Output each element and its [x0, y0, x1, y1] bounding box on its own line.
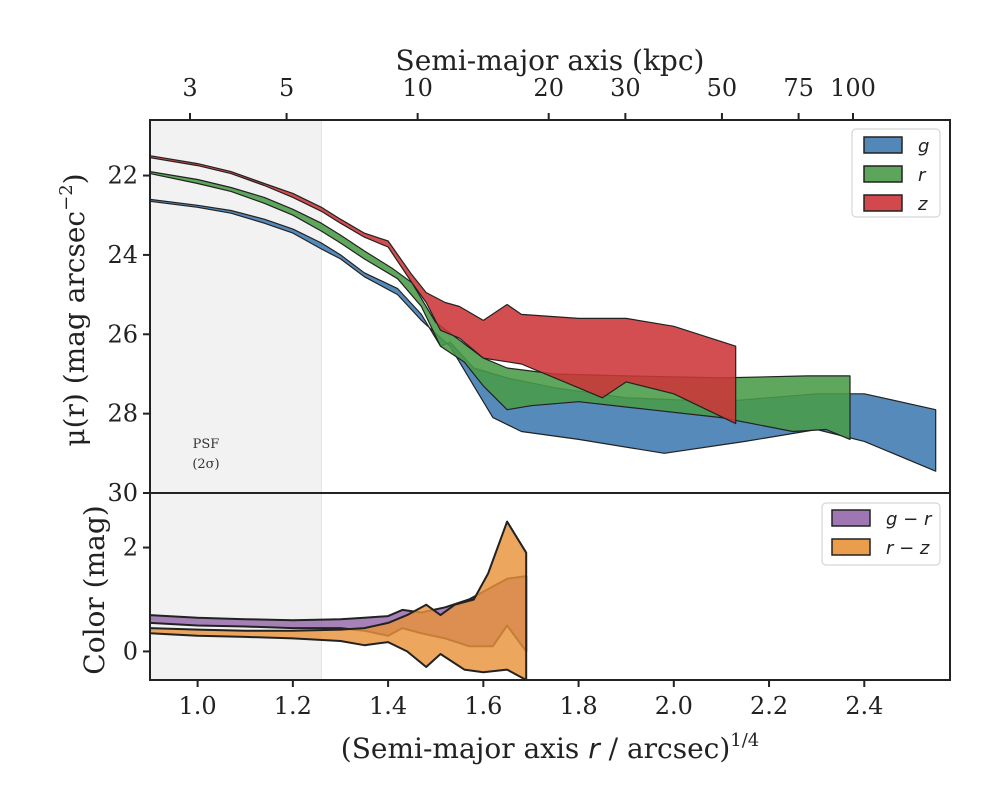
legend-label: r — [918, 165, 927, 186]
kpc-tick-label: 3 — [182, 74, 197, 102]
y-tick-label: 24 — [107, 241, 138, 269]
kpc-tick-label: 20 — [533, 74, 564, 102]
x-tick-label: 2.2 — [750, 692, 788, 720]
legend-swatch — [831, 509, 871, 527]
legend-label: z — [917, 194, 928, 215]
bottom-panel-series — [149, 520, 528, 681]
legend-swatch — [863, 165, 903, 183]
x-tick-label: 2.4 — [845, 692, 883, 720]
xlabel-main: (Semi-major axis — [341, 732, 588, 765]
x-tick-label: 1.8 — [559, 692, 597, 720]
legend-bottom: g − r r − z — [821, 502, 941, 566]
y-tick-label: 30 — [107, 479, 138, 507]
legend-top: grz — [851, 128, 941, 218]
xlabel-unit: / arcsec) — [600, 732, 731, 765]
color-band-rz — [149, 520, 528, 681]
top-y-axis-title: μ(r) (mag arcsec−2) — [56, 173, 91, 446]
kpc-tick-label: 30 — [610, 74, 641, 102]
ylabel-suffix: ) — [58, 173, 91, 184]
ylabel-prefix: μ(r) (mag arcsec — [58, 211, 91, 447]
kpc-tick-label: 100 — [830, 74, 876, 102]
legend-label: g − r — [886, 509, 933, 530]
ylabel-exp: −2 — [56, 184, 77, 211]
color-y-tick-label: 2 — [123, 534, 138, 562]
x-tick-label: 1.0 — [179, 692, 217, 720]
xlabel-var: r — [588, 732, 601, 765]
kpc-tick-label: 10 — [402, 74, 433, 102]
psf-label: PSF — [193, 437, 220, 452]
legend-swatch — [863, 194, 903, 212]
bottom-panel-frame — [149, 492, 951, 681]
psf-label-sigma: (2σ) — [192, 457, 219, 472]
x-tick-label: 1.4 — [369, 692, 407, 720]
bottom-y-axis-title: Color (mag) — [78, 505, 111, 674]
ticks: 1.0 1.2 1.4 1.6 1.8 2.0 2.2 2.4 22 24 26 28 30 0 2 3 5 10… — [107, 74, 883, 720]
sb-band-z — [149, 155, 737, 425]
legend-swatch — [863, 136, 903, 154]
color-y-tick-label: 0 — [123, 637, 138, 665]
top-axis-title: Semi-major axis (kpc) — [396, 44, 705, 77]
legend-label: r − z — [886, 538, 930, 559]
sb-band-r — [149, 171, 851, 440]
top-panel-series — [149, 155, 937, 472]
y-tick-label: 26 — [107, 320, 138, 348]
kpc-tick-label: 50 — [707, 74, 738, 102]
legend-swatch — [831, 538, 871, 556]
xlabel-exp: 1/4 — [730, 730, 759, 751]
x-tick-label: 2.0 — [655, 692, 693, 720]
kpc-tick-label: 75 — [783, 74, 814, 102]
legend-label: g — [918, 136, 929, 157]
x-tick-label: 1.6 — [464, 692, 502, 720]
y-tick-label: 28 — [107, 400, 138, 428]
x-tick-label: 1.2 — [274, 692, 312, 720]
kpc-tick-label: 5 — [279, 74, 294, 102]
y-tick-label: 22 — [107, 162, 138, 190]
bottom-x-axis-title: (Semi-major axis r / arcsec)1/4 — [341, 730, 759, 765]
